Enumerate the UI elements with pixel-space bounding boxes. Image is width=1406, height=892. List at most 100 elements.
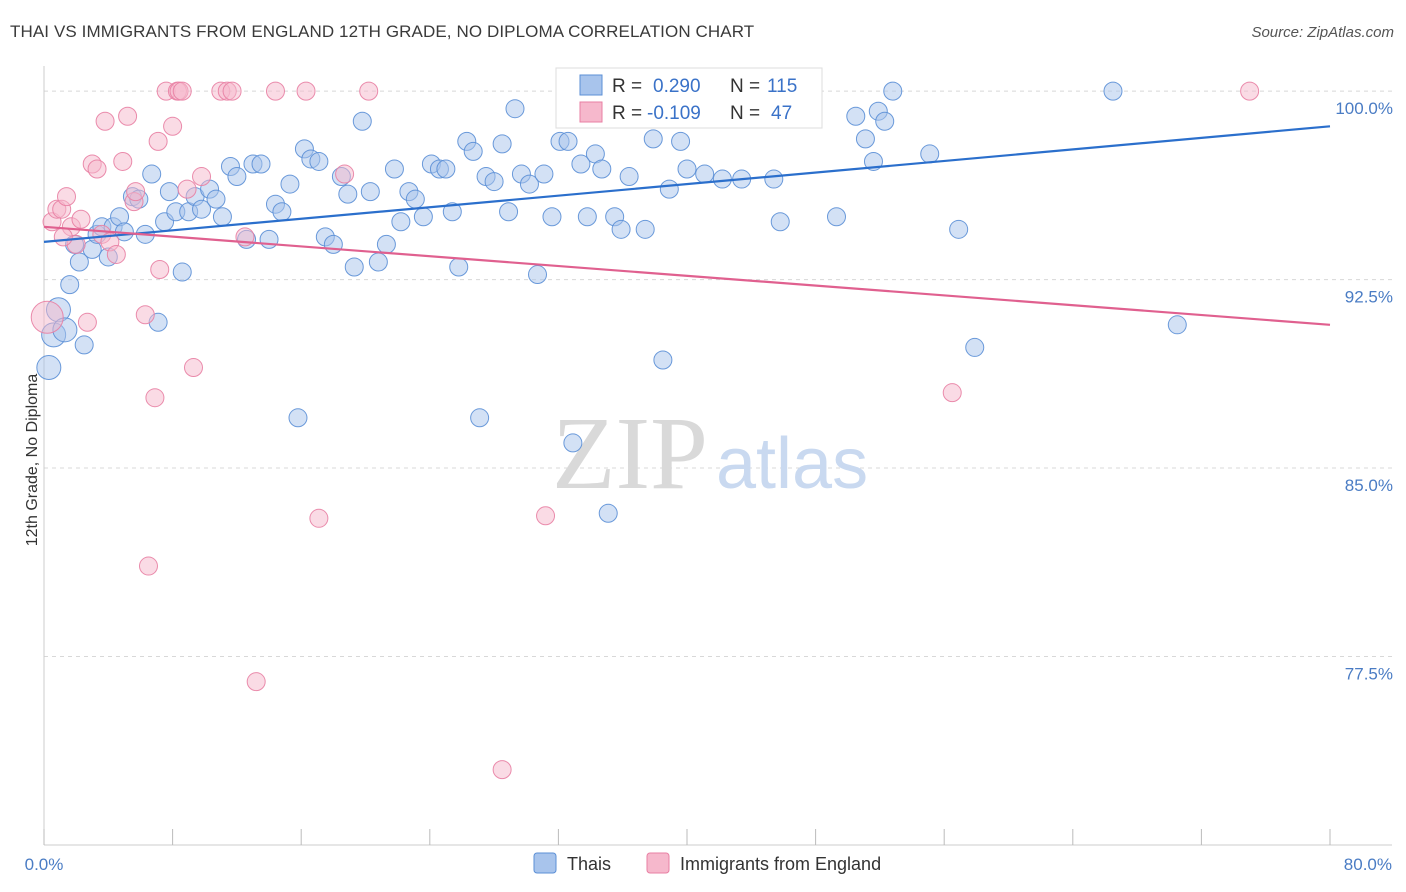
england-point: [246, 672, 266, 692]
legend-r-label-thais: R =: [612, 76, 642, 97]
y-tick-label: 77.5%: [1345, 665, 1393, 684]
england-trend-line: [43, 225, 1331, 326]
thais-point: [259, 229, 279, 249]
thais-point: [949, 219, 969, 239]
thais-point: [405, 189, 425, 209]
legend-n-label-england: N =: [730, 103, 760, 124]
england-point: [30, 300, 64, 334]
england-point: [118, 106, 138, 126]
thais-point: [309, 151, 329, 171]
thais-point: [376, 234, 396, 254]
england-point: [57, 187, 77, 207]
thais-point: [280, 174, 300, 194]
thais-point: [528, 265, 548, 285]
chart-title: THAI VS IMMIGRANTS FROM ENGLAND 12TH GRA…: [10, 22, 755, 41]
thais-point: [505, 99, 525, 119]
thais-point: [470, 408, 490, 428]
thais-point: [499, 202, 519, 222]
thais-point: [534, 164, 554, 184]
legend-swatch-england: [579, 101, 603, 123]
source-label: Source: ZipAtlas.com: [1251, 24, 1394, 41]
thais-point: [159, 182, 179, 202]
thais-point: [172, 262, 192, 282]
y-tick-label: 100.0%: [1335, 99, 1393, 118]
england-point: [135, 305, 155, 325]
thais-point: [492, 134, 512, 154]
thais-point: [770, 212, 790, 232]
thais-point: [846, 106, 866, 126]
thais-point: [712, 169, 732, 189]
thais-point: [436, 159, 456, 179]
thais-point: [360, 182, 380, 202]
thais-point: [352, 111, 372, 131]
england-point: [183, 358, 203, 378]
england-point: [77, 312, 97, 332]
thais-point: [883, 81, 903, 101]
axes: [43, 66, 1392, 846]
stats-legend: R = 0.290 N = 115 R = -0.109 N = 47: [555, 67, 823, 129]
england-point: [172, 81, 192, 101]
x-tick-labels: 0.0% 80.0%: [25, 855, 1392, 874]
thais-point: [695, 164, 715, 184]
england-point: [106, 244, 126, 264]
england-point: [177, 179, 197, 199]
thais-point: [764, 169, 784, 189]
thais-point: [558, 131, 578, 151]
england-point: [163, 116, 183, 136]
thais-point: [920, 144, 940, 164]
thais-point: [74, 335, 94, 355]
series-legend: Thais Immigrants from England: [533, 852, 881, 874]
england-point: [148, 131, 168, 151]
england-point: [126, 182, 146, 202]
thais-point: [826, 207, 846, 227]
thais-point: [384, 159, 404, 179]
thais-point: [142, 164, 162, 184]
thais-point: [542, 207, 562, 227]
thais-point: [1167, 315, 1187, 335]
thais-point: [592, 159, 612, 179]
thais-point: [484, 172, 504, 192]
series-legend-swatch-england: [646, 852, 670, 874]
thais-point: [611, 219, 631, 239]
thais-point: [227, 167, 247, 187]
y-axis-label: 12th Grade, No Diploma: [24, 374, 41, 547]
england-point: [95, 111, 115, 131]
england-point: [492, 760, 512, 780]
thais-point: [344, 257, 364, 277]
england-point: [150, 260, 170, 280]
y-tick-label: 85.0%: [1345, 476, 1393, 495]
trend-lines: [43, 125, 1331, 326]
england-point: [942, 383, 962, 403]
thais-point: [391, 212, 411, 232]
legend-n-label-thais: N =: [730, 76, 760, 97]
thais-point: [206, 189, 226, 209]
thais-point: [677, 159, 697, 179]
england-point: [192, 167, 212, 187]
england-point: [1240, 81, 1260, 101]
england-point: [138, 556, 158, 576]
thais-point: [449, 257, 469, 277]
england-point: [309, 508, 329, 528]
thais-point: [855, 129, 875, 149]
england-point: [113, 151, 133, 171]
england-point: [71, 209, 91, 229]
thais-point: [288, 408, 308, 428]
thais-point: [671, 131, 691, 151]
thais-point: [413, 207, 433, 227]
watermark: ZIP atlas: [552, 396, 868, 511]
legend-r-label-england: R =: [612, 103, 642, 124]
y-tick-label: 92.5%: [1345, 288, 1393, 307]
thais-point: [965, 337, 985, 357]
thais-point: [192, 199, 212, 219]
england-point: [145, 388, 165, 408]
thais-point: [571, 154, 591, 174]
england-point: [87, 159, 107, 179]
thais-point: [36, 355, 62, 381]
legend-r-value-england: -0.109: [647, 103, 701, 124]
legend-swatch-thais: [579, 74, 603, 96]
series-legend-label-england: Immigrants from England: [680, 854, 881, 874]
thais-point: [598, 503, 618, 523]
england-point: [536, 506, 556, 526]
thais-point: [653, 350, 673, 370]
